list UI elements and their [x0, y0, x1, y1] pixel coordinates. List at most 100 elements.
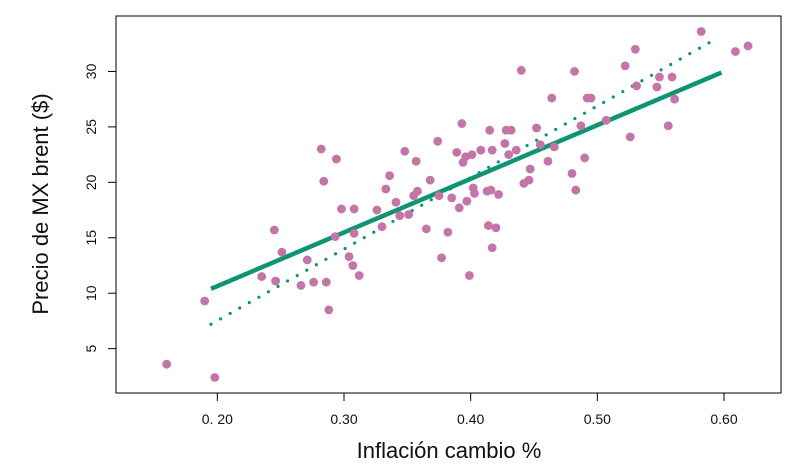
data-point — [571, 185, 581, 195]
data-point — [632, 81, 641, 91]
x-tick-label: 0.40 — [457, 411, 484, 427]
data-point — [316, 144, 326, 154]
data-point — [535, 140, 545, 150]
data-point — [404, 210, 413, 219]
data-point — [332, 154, 341, 164]
data-point — [586, 93, 596, 103]
data-point — [504, 150, 514, 160]
data-point — [349, 204, 359, 214]
x-tick-label: 0. 20 — [202, 411, 233, 427]
data-point — [549, 142, 559, 152]
data-point — [494, 190, 503, 199]
data-point — [462, 196, 472, 206]
x-axis: 0. 20 0.30 0.40 0.50 0.60 — [202, 393, 738, 427]
data-point — [652, 82, 662, 92]
x-axis-label: Inflación cambio % — [357, 438, 542, 463]
data-point — [655, 72, 664, 82]
y-axis: 5 10 15 20 25 30 — [83, 63, 116, 353]
data-point — [467, 150, 477, 160]
y-tick-label: 15 — [83, 230, 99, 246]
data-point — [421, 224, 431, 234]
data-point — [354, 271, 364, 280]
data-point — [625, 132, 635, 142]
x-tick-label: 0.60 — [710, 411, 737, 427]
data-point — [321, 277, 331, 287]
data-point — [576, 121, 586, 131]
data-point — [434, 191, 444, 201]
data-point — [277, 247, 287, 257]
data-point — [413, 186, 422, 196]
data-point — [487, 243, 497, 253]
data-point — [302, 255, 312, 265]
data-point — [731, 47, 740, 56]
data-point — [543, 156, 553, 166]
data-point — [524, 175, 534, 185]
data-point — [525, 164, 535, 174]
data-point — [381, 184, 391, 194]
data-point — [532, 123, 541, 133]
y-axis-label: Precio de MX brent ($) — [28, 93, 53, 314]
data-point — [484, 221, 493, 230]
data-point — [506, 125, 516, 135]
data-point — [162, 359, 172, 369]
data-point — [296, 281, 306, 290]
data-point — [271, 276, 280, 286]
data-point — [447, 193, 457, 203]
data-point — [547, 93, 557, 103]
data-point — [269, 225, 279, 235]
data-point — [667, 72, 677, 82]
x-tick-label: 0.50 — [584, 411, 611, 427]
data-point — [620, 61, 630, 71]
data-point — [696, 27, 706, 36]
data-point — [516, 65, 526, 75]
data-point — [470, 189, 479, 198]
data-point — [567, 169, 577, 178]
data-point — [257, 272, 267, 281]
y-tick-label: 30 — [83, 63, 99, 79]
data-point — [324, 305, 334, 315]
data-point — [200, 296, 210, 306]
y-tick-label: 5 — [83, 345, 99, 353]
data-point — [511, 145, 521, 155]
data-point — [348, 261, 358, 270]
data-point — [570, 67, 579, 76]
data-point — [630, 44, 640, 54]
data-point — [500, 139, 510, 148]
x-tick-label: 0.30 — [330, 411, 357, 427]
data-point — [344, 252, 354, 262]
data-point — [670, 94, 679, 104]
data-point — [580, 153, 590, 163]
data-point — [319, 176, 329, 186]
data-point — [443, 227, 453, 237]
data-point — [485, 125, 495, 135]
data-point — [457, 119, 467, 128]
data-point — [476, 145, 486, 155]
data-point — [663, 121, 673, 131]
y-tick-label: 20 — [83, 174, 99, 190]
data-point — [601, 115, 611, 125]
data-point — [330, 232, 340, 242]
data-point — [391, 197, 401, 207]
data-point — [377, 222, 387, 232]
plot-frame — [115, 15, 782, 394]
data-point — [491, 223, 501, 233]
y-tick-label: 25 — [83, 119, 99, 135]
data-point — [465, 271, 474, 280]
data-point — [425, 175, 435, 185]
data-point — [400, 146, 410, 156]
data-point — [395, 211, 405, 220]
data-point — [486, 185, 496, 195]
data-point — [337, 204, 346, 214]
data-point — [385, 171, 394, 181]
solid-fit-line — [210, 70, 723, 291]
data-point — [309, 277, 318, 287]
data-point — [411, 156, 421, 166]
data-point — [487, 145, 497, 155]
data-point — [210, 373, 220, 382]
scatter-points — [162, 27, 753, 382]
data-point — [433, 136, 443, 146]
data-point — [349, 228, 359, 238]
dotted-fit-line — [209, 39, 713, 326]
data-point — [437, 253, 446, 263]
